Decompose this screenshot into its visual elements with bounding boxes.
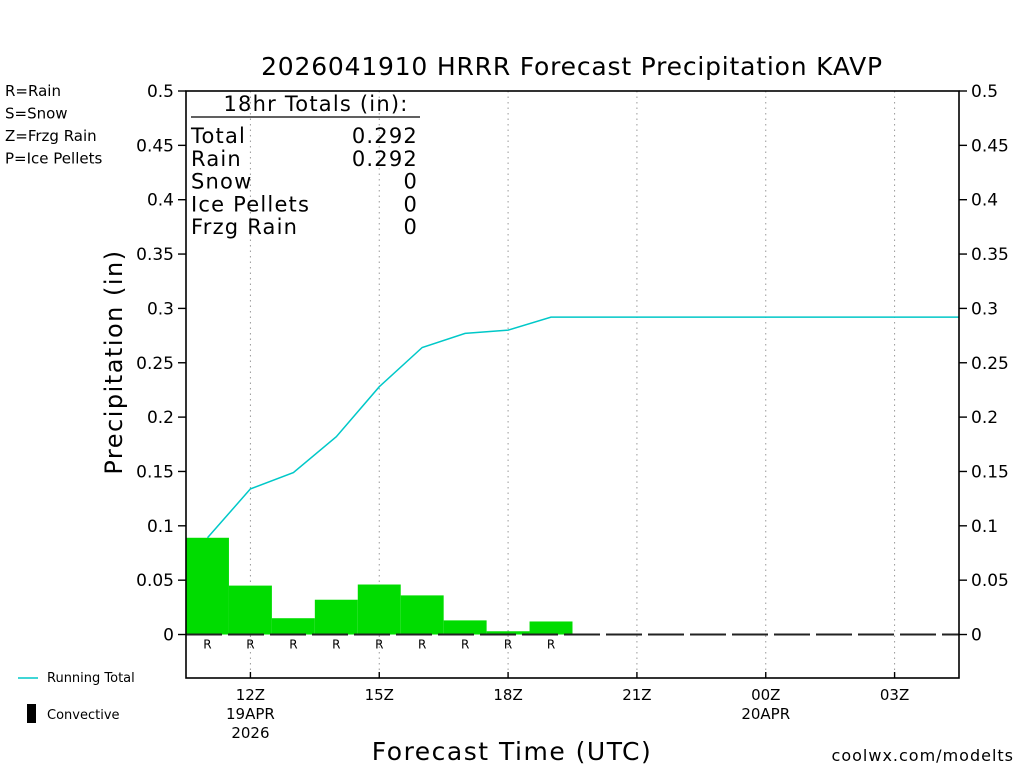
- totals-row-label: Total: [190, 124, 246, 148]
- y-tick-label-right: 0.2: [971, 408, 998, 428]
- y-axis-right: 0 0.05 0.1 0.15 0.2 0.25 0.3 0.35 0.4 0.45 0.5: [959, 82, 1009, 646]
- y-tick-label-right: 0.5: [971, 82, 998, 102]
- precip-bar: [186, 537, 229, 635]
- y-tick-label-right: 0.1: [971, 517, 998, 537]
- type-legend-item: S=Snow: [5, 105, 68, 123]
- precip-bar: [486, 631, 530, 635]
- x-tick-date: 20APR: [741, 705, 790, 723]
- y-tick-label-left: 0.1: [147, 517, 174, 537]
- precip-bar: [357, 584, 401, 635]
- x-tick-label: 03Z: [880, 686, 909, 704]
- y-tick-label-right: 0.25: [971, 354, 1009, 374]
- precip-type-letter: R: [332, 638, 340, 652]
- totals-row-value: 0: [403, 192, 418, 216]
- y-tick-label-left: 0.3: [147, 299, 174, 319]
- precip-type-letter: R: [461, 638, 469, 652]
- credit-text: coolwx.com/modelts: [832, 746, 1014, 765]
- precip-bar: [443, 620, 487, 635]
- x-tick-label: 18Z: [493, 686, 522, 704]
- totals-box: 18hr Totals (in): Total 0.292 Rain 0.292 Sno…: [190, 92, 420, 239]
- y-tick-label-left: 0.05: [136, 571, 174, 591]
- plot-frame: [185, 90, 960, 679]
- precip-type-letter: R: [289, 638, 297, 652]
- totals-row-value: 0: [403, 170, 418, 194]
- x-tick-label: 12Z: [236, 686, 265, 704]
- x-tick-label: 00Z: [751, 686, 780, 704]
- totals-row-label: Snow: [191, 170, 252, 194]
- convective-legend-swatch: [27, 704, 36, 723]
- precip-type-letter: R: [418, 638, 426, 652]
- y-tick-label-left: 0.25: [136, 354, 174, 374]
- totals-row-label: Rain: [191, 147, 242, 171]
- precip-bars: [186, 537, 573, 635]
- type-legend-item: Z=Frzg Rain: [5, 127, 97, 145]
- y-tick-label-right: 0.45: [971, 136, 1009, 156]
- totals-rows: Total 0.292 Rain 0.292 Snow 0 Ice Pellets 0 Frzg…: [190, 124, 418, 239]
- y-tick-label-left: 0.35: [136, 245, 174, 265]
- y-axis-left: 0 0.05 0.1 0.15 0.2 0.25 0.3 0.35 0.4 0.45 0.5: [136, 82, 186, 646]
- y-tick-label-right: 0.4: [971, 191, 998, 211]
- type-legend-item: R=Rain: [5, 82, 61, 100]
- precip-bar: [314, 599, 358, 635]
- precip-type-letter: R: [375, 638, 383, 652]
- y-tick-label-left: 0.5: [147, 82, 174, 102]
- x-axis-label: Forecast Time (UTC): [372, 737, 652, 766]
- y-axis-label: Precipitation (in): [100, 249, 128, 474]
- totals-row-label: Frzg Rain: [191, 215, 298, 239]
- type-legend-item: P=Ice Pellets: [5, 150, 102, 168]
- precip-bar: [271, 618, 315, 635]
- y-tick-label-right: 0.05: [971, 571, 1009, 591]
- convective-legend-label: Convective: [47, 708, 120, 723]
- y-tick-label-left: 0.15: [136, 462, 174, 482]
- x-tick-year: 2026: [231, 724, 269, 742]
- x-tick-date: 19APR: [226, 705, 275, 723]
- precip-bar: [400, 595, 444, 635]
- y-tick-label-left: 0: [163, 626, 174, 646]
- precip-type-letter: R: [203, 638, 211, 652]
- x-tick-label: 21Z: [622, 686, 651, 704]
- running-total-series: [206, 316, 959, 539]
- y-tick-label-right: 0.3: [971, 299, 998, 319]
- precip-type-letter: R: [504, 638, 512, 652]
- chart-title: 2026041910 HRRR Forecast Precipitation K…: [261, 52, 883, 81]
- totals-row-value: 0: [403, 215, 418, 239]
- y-tick-label-left: 0.2: [147, 408, 174, 428]
- totals-row-value: 0.292: [352, 147, 418, 171]
- x-tick-label: 15Z: [365, 686, 394, 704]
- precip-type-legend: R=Rain S=Snow Z=Frzg Rain P=Ice Pellets: [5, 82, 102, 168]
- totals-row-label: Ice Pellets: [191, 192, 310, 216]
- precip-bar: [529, 621, 573, 635]
- running-total-legend-label: Running Total: [47, 671, 135, 686]
- y-tick-label-left: 0.4: [147, 191, 174, 211]
- y-tick-label-left: 0.45: [136, 136, 174, 156]
- precip-bar: [228, 585, 272, 635]
- y-tick-label-right: 0.35: [971, 245, 1009, 265]
- precip-type-letter: R: [547, 638, 555, 652]
- totals-row-value: 0.292: [352, 124, 418, 148]
- y-tick-label-right: 0.15: [971, 462, 1009, 482]
- running-total-line: [206, 316, 959, 539]
- vertical-gridlines: [249, 91, 896, 678]
- precip-type-letter: R: [246, 638, 254, 652]
- totals-header: 18hr Totals (in):: [223, 92, 408, 116]
- y-tick-label-right: 0: [971, 626, 982, 646]
